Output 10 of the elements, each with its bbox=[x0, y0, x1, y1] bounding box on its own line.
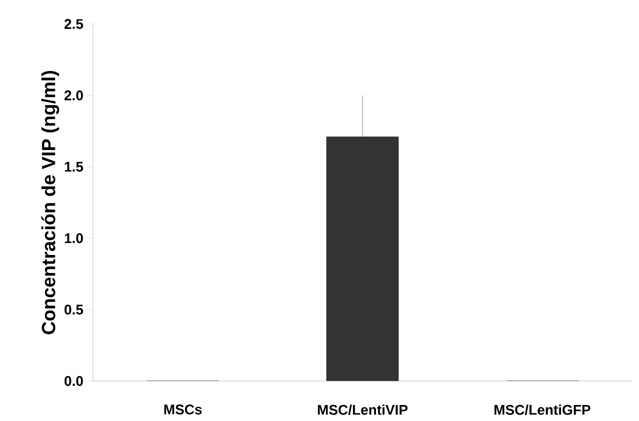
x-tick-label: MSCs bbox=[164, 404, 202, 414]
x-tick-label: MSC/LentiGFP bbox=[494, 404, 590, 415]
x-tick-label: MSC/LentiVIP bbox=[318, 404, 408, 415]
y-tick-label: 0.0 bbox=[64, 376, 83, 386]
y-tick-label: 1.0 bbox=[64, 233, 83, 244]
y-tick-label: 1.5 bbox=[64, 162, 84, 172]
y-tick-label: 0.5 bbox=[64, 304, 84, 315]
y-tick-label: 2.5 bbox=[64, 19, 84, 29]
y-axis-title: Concentración de VIP (ng/ml) bbox=[41, 70, 60, 334]
y-tick-label: 2.0 bbox=[64, 90, 83, 100]
